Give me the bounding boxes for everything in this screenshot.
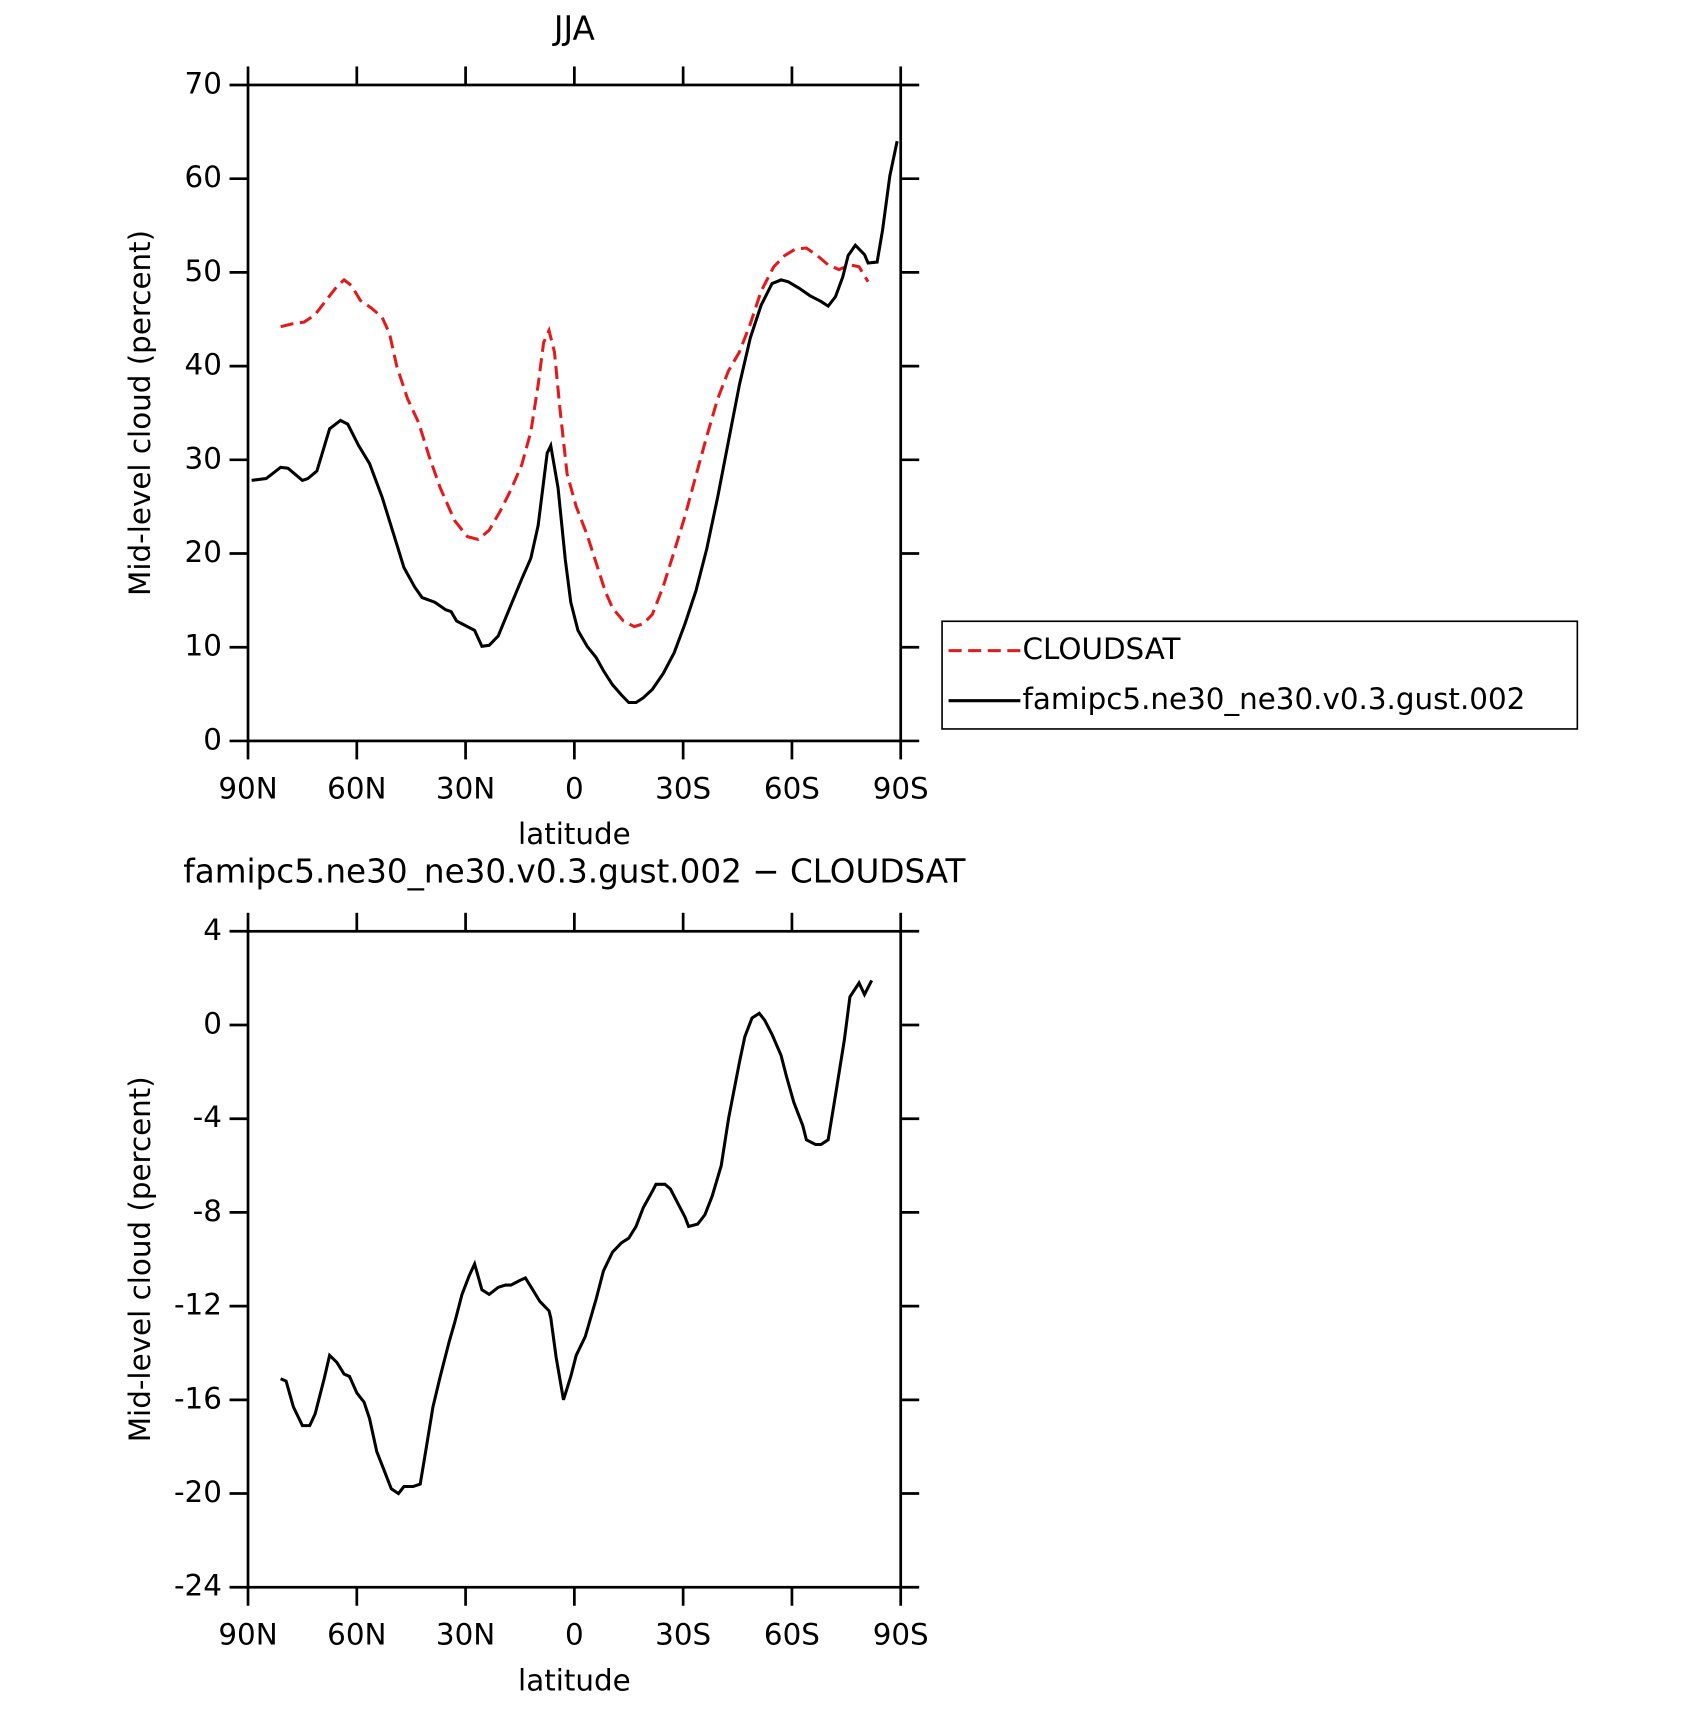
x-tick-label: 0 [565, 1618, 584, 1652]
y-axis-label: Mid-level cloud (percent) [123, 1076, 157, 1442]
x-tick-label: 60N [327, 1618, 386, 1652]
x-tick-label: 90S [873, 771, 929, 805]
x-tick-label: 30N [436, 771, 495, 805]
x-tick-label: 60S [764, 1618, 820, 1652]
y-axis-label: Mid-level cloud (percent) [123, 230, 157, 596]
data-line [251, 140, 899, 705]
x-tick-label: 30S [655, 771, 711, 805]
x-tick-label: 60N [327, 771, 386, 805]
x-tick-label: 30S [655, 1618, 711, 1652]
y-tick-label: -16 [174, 1381, 222, 1415]
plot-frame [246, 83, 903, 743]
chart-title: JJA [552, 10, 596, 48]
y-tick-label: 60 [185, 160, 222, 194]
chart-title: famipc5.ne30_ne30.v0.3.gust.002 − CLOUDS… [183, 853, 966, 891]
x-tick-label: 90S [873, 1618, 929, 1652]
legend-box [941, 620, 1579, 730]
y-tick-label: 0 [203, 722, 222, 756]
data-line [280, 246, 870, 629]
y-tick-label: 10 [185, 629, 222, 663]
y-tick-label: 40 [185, 348, 222, 382]
x-tick-label: 0 [565, 771, 584, 805]
x-tick-label: 30N [436, 1618, 495, 1652]
y-tick-label: 20 [185, 535, 222, 569]
y-tick-label: 50 [185, 254, 222, 288]
x-axis-label: latitude [518, 1663, 631, 1697]
y-tick-label: -20 [174, 1475, 222, 1509]
x-tick-label: 60S [764, 771, 820, 805]
legend-label: CLOUDSAT [1023, 632, 1182, 666]
y-tick-label: 70 [185, 66, 222, 100]
y-tick-label: 4 [203, 913, 222, 947]
y-tick-label: -12 [174, 1288, 222, 1322]
legend-label: famipc5.ne30_ne30.v0.3.gust.002 [1023, 682, 1526, 716]
x-tick-label: 90N [218, 771, 277, 805]
data-line [280, 979, 874, 1496]
y-tick-label: -24 [174, 1569, 222, 1603]
y-tick-label: 30 [185, 441, 222, 475]
y-tick-label: -4 [193, 1100, 222, 1134]
y-tick-label: 0 [203, 1007, 222, 1041]
x-tick-label: 90N [218, 1618, 277, 1652]
x-axis-label: latitude [518, 817, 631, 851]
y-tick-label: -8 [193, 1194, 222, 1228]
plot-frame [246, 929, 903, 1589]
